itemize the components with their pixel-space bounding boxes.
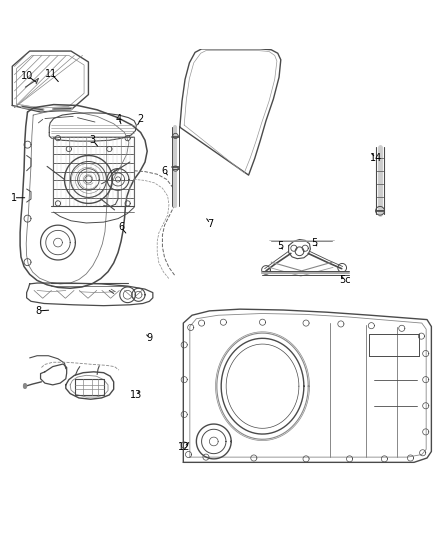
Text: 14: 14 [370,152,382,163]
Text: 1: 1 [11,193,17,203]
Text: 11: 11 [45,69,57,79]
Text: 10: 10 [21,71,34,81]
Text: 6: 6 [162,166,168,176]
Text: 9: 9 [146,333,152,343]
Text: 5: 5 [311,238,318,247]
Text: 12: 12 [178,442,191,452]
Text: 7: 7 [207,219,213,229]
Text: 2: 2 [138,115,144,124]
Text: 5c: 5c [339,276,351,286]
Text: 3: 3 [90,135,96,146]
Text: 4: 4 [116,114,122,124]
Text: 6: 6 [118,222,124,232]
Text: 13: 13 [130,390,142,400]
Text: 8: 8 [35,306,42,316]
Text: 5: 5 [277,240,283,251]
